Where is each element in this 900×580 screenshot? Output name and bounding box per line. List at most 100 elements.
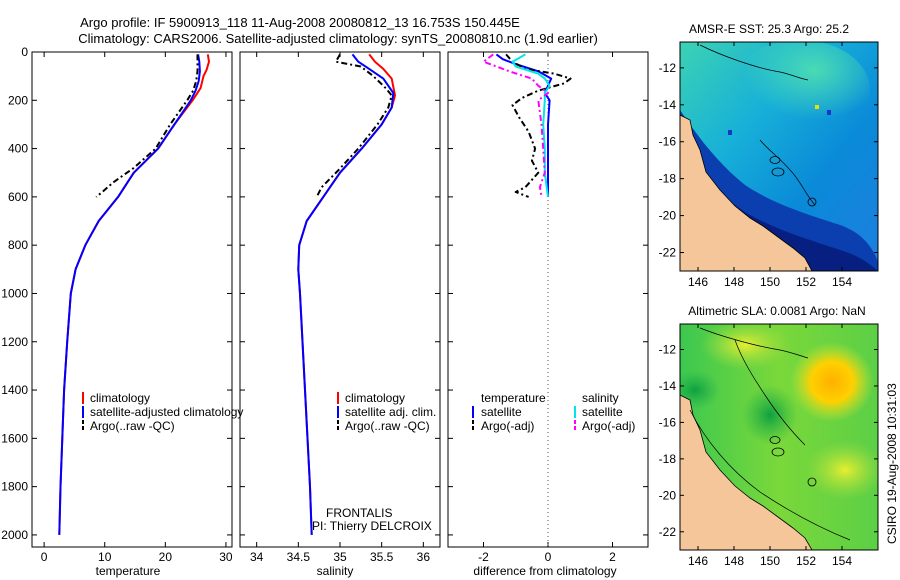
sst-shelf-contour bbox=[759, 139, 816, 206]
sst-pixel bbox=[815, 105, 819, 109]
series-line-temperature-argo-adj bbox=[505, 53, 572, 198]
sla-peak bbox=[790, 342, 874, 422]
temperature-panel: 0 200 400 600 800 1000 1200 1400 1600 1800 2000 0 1… bbox=[1, 45, 243, 578]
sst-reef-ring bbox=[771, 167, 785, 177]
series-line-satellite-adj-clim bbox=[297, 53, 395, 535]
x-tick-label: 34.5 bbox=[287, 550, 311, 564]
map-y-tick-label: -14 bbox=[659, 98, 677, 112]
legend-label-argo: Argo(..raw -QC) bbox=[90, 419, 175, 433]
y-tick-label: 400 bbox=[8, 142, 28, 156]
salinity-panel: 34 34.5 35 35.5 36 salinity climatology sate… bbox=[239, 51, 441, 578]
series-line-argo-raw-qc bbox=[315, 53, 393, 198]
sst-pixel bbox=[827, 110, 831, 115]
pi-name: PI: Thierry DELCROIX bbox=[312, 519, 432, 533]
series-line-satellite-adjusted-climatology bbox=[58, 54, 201, 535]
sla-high-patch bbox=[805, 440, 878, 500]
sst-map-title: AMSR-E SST: 25.3 Argo: 25.2 bbox=[689, 22, 849, 36]
sst-reef-outline bbox=[699, 44, 809, 81]
map-x-tick-label: 150 bbox=[760, 275, 780, 289]
map-x-tick-label: 146 bbox=[688, 275, 708, 289]
sla-map-field bbox=[680, 324, 878, 550]
series-line-salinity-argo-adj bbox=[482, 53, 549, 198]
x-tick-label: 35 bbox=[333, 550, 347, 564]
salinity-ticks: 34 34.5 35 35.5 36 bbox=[240, 51, 440, 564]
difference-xlabel: difference from climatology bbox=[473, 564, 616, 578]
sst-map-ticks: 146 148 150 152 154 -12 -14 -16 -18 -20 -22 bbox=[659, 42, 878, 289]
map-y-tick-label: -22 bbox=[659, 525, 677, 539]
map-x-tick-label: 154 bbox=[832, 554, 852, 568]
map-x-tick-label: 152 bbox=[796, 554, 816, 568]
salinity-axes-box bbox=[239, 51, 441, 548]
map-x-tick-label: 152 bbox=[796, 275, 816, 289]
sst-warm-patch bbox=[730, 42, 870, 140]
legend-title-temperature: temperature bbox=[481, 391, 546, 405]
legend-label-temp-satellite: satellite bbox=[481, 405, 522, 419]
y-tick-label: 1400 bbox=[1, 383, 28, 397]
x-tick-label: 20 bbox=[159, 550, 173, 564]
sla-map-title: Altimetric SLA: 0.0081 Argo: NaN bbox=[688, 304, 865, 318]
x-tick-label: 0 bbox=[545, 550, 552, 564]
map-y-tick-label: -14 bbox=[659, 379, 677, 393]
sla-reef-outline bbox=[699, 327, 809, 359]
legend-label-satellite-adj: satellite adj. clim. bbox=[345, 405, 436, 419]
x-tick-label: 0 bbox=[41, 550, 48, 564]
map-y-tick-label: -12 bbox=[659, 343, 677, 357]
map-y-tick-label: -18 bbox=[659, 172, 677, 186]
series-line-salinity-satellite bbox=[511, 53, 551, 198]
y-tick-label: 1000 bbox=[1, 286, 28, 300]
temperature-axes-box bbox=[31, 51, 233, 548]
legend-label-sal-argo: Argo(-adj) bbox=[582, 419, 635, 433]
temperature-legend: climatology satellite-adjusted climatolo… bbox=[82, 391, 243, 433]
figure-title-line2: Climatology: CARS2006. Satellite-adjuste… bbox=[78, 31, 598, 46]
sla-reef-ring bbox=[771, 447, 785, 457]
x-tick-label: 35.5 bbox=[370, 550, 394, 564]
difference-ticks: -2 0 2 bbox=[448, 51, 648, 564]
y-tick-label: 1600 bbox=[1, 431, 28, 445]
sla-map-frame bbox=[679, 323, 879, 551]
sla-low-patch bbox=[680, 370, 720, 410]
legend-label-satellite-adjusted: satellite-adjusted climatology bbox=[90, 405, 243, 419]
legend-label-sal-satellite: satellite bbox=[582, 405, 623, 419]
legend-label-argo: Argo(..raw -QC) bbox=[345, 419, 430, 433]
salinity-series bbox=[297, 53, 396, 535]
temperature-xlabel: temperature bbox=[96, 564, 161, 578]
depth-axis: 0 200 400 600 800 1000 1200 1400 1600 1800 2000 bbox=[1, 45, 28, 542]
map-y-tick-label: -18 bbox=[659, 452, 677, 466]
temperature-x-axis: 0 10 20 30 bbox=[32, 51, 233, 564]
sla-map-ticks: 146 148 150 152 154 -12 -14 -16 -18 -20 -22 bbox=[659, 324, 878, 568]
x-tick-label: 10 bbox=[98, 550, 112, 564]
sla-map-panel: Altimetric SLA: 0.0081 Argo: NaN 146 148 1… bbox=[659, 304, 879, 568]
legend-title-salinity: salinity bbox=[582, 391, 619, 405]
map-y-tick-label: -22 bbox=[659, 246, 677, 260]
project-name: FRONTALIS bbox=[326, 506, 392, 520]
sst-reef-ring bbox=[769, 156, 781, 164]
sla-shelf-contour bbox=[689, 409, 851, 541]
map-x-tick-label: 148 bbox=[724, 275, 744, 289]
sst-reef-ring bbox=[807, 197, 817, 207]
map-y-tick-label: -20 bbox=[659, 209, 677, 223]
y-tick-label: 800 bbox=[8, 238, 28, 252]
series-line-argo-raw-qc bbox=[95, 54, 199, 198]
map-y-tick-label: -16 bbox=[659, 415, 677, 429]
x-tick-label: 36 bbox=[417, 550, 431, 564]
map-y-tick-label: -12 bbox=[659, 61, 677, 75]
sst-pixel bbox=[728, 130, 732, 135]
y-tick-label: 1800 bbox=[1, 480, 28, 494]
y-tick-label: 1200 bbox=[1, 335, 28, 349]
sla-reef-ring bbox=[807, 477, 817, 487]
temperature-series bbox=[58, 54, 210, 535]
x-tick-label: 2 bbox=[609, 550, 616, 564]
sla-reef-ring bbox=[769, 436, 781, 444]
salinity-xlabel: salinity bbox=[317, 564, 354, 578]
map-y-tick-label: -16 bbox=[659, 135, 677, 149]
map-x-tick-label: 148 bbox=[724, 554, 744, 568]
y-tick-label: 0 bbox=[21, 45, 28, 59]
y-tick-label: 2000 bbox=[1, 528, 28, 542]
figure-title-line1: Argo profile: IF 5900913_118 11-Aug-2008… bbox=[80, 15, 520, 30]
sst-map-panel: AMSR-E SST: 25.3 Argo: 25.2 146 148 150 152… bbox=[659, 22, 879, 289]
sst-land bbox=[680, 114, 813, 271]
map-x-tick-label: 150 bbox=[760, 554, 780, 568]
sla-low-patch bbox=[742, 385, 798, 445]
x-tick-label: -2 bbox=[478, 550, 489, 564]
y-tick-label: 200 bbox=[8, 93, 28, 107]
